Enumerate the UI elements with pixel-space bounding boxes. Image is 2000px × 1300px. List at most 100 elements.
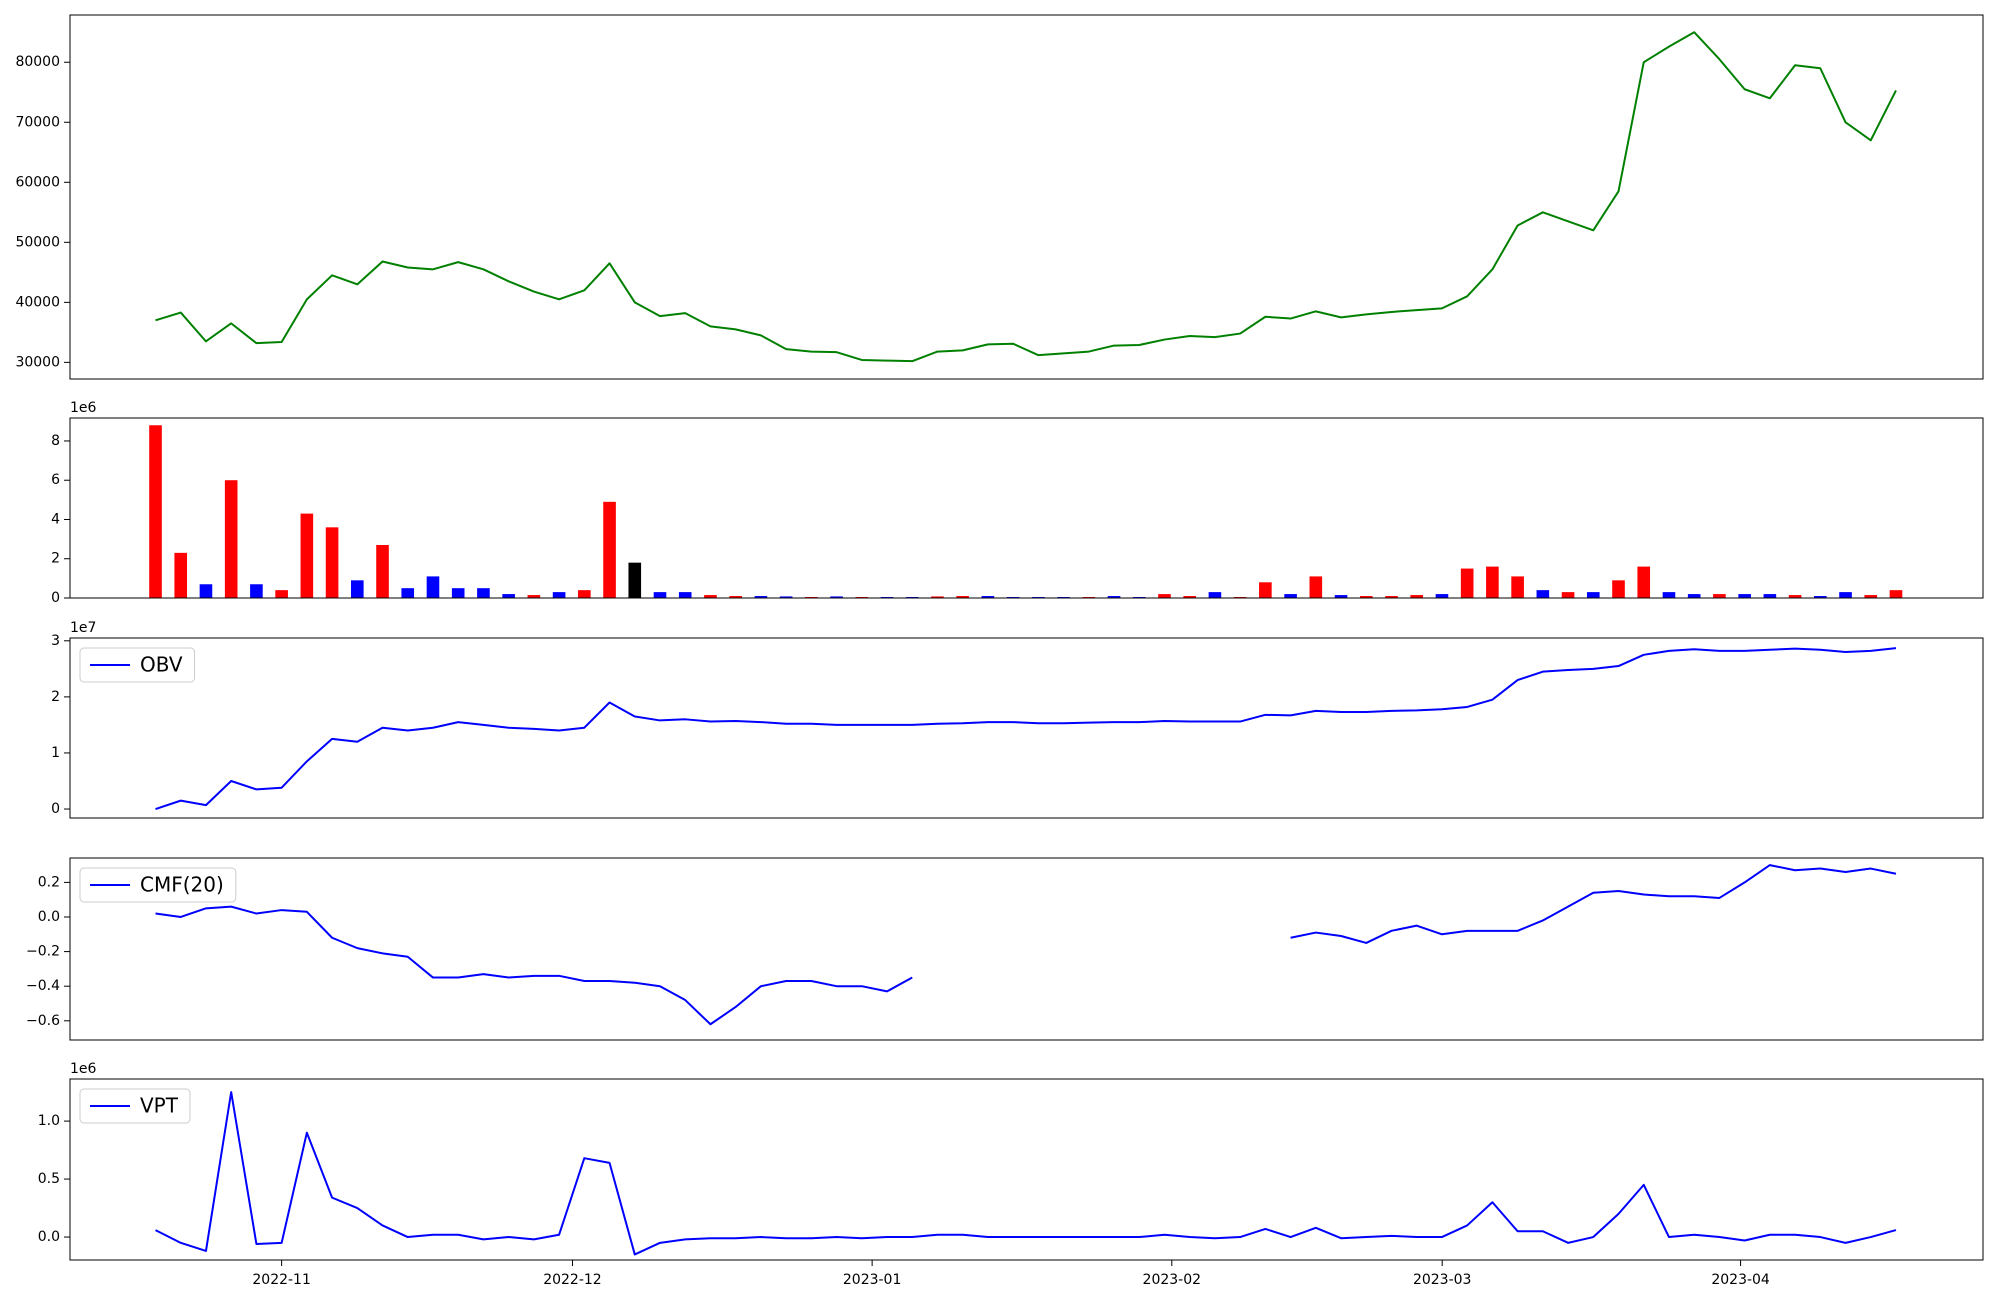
volume-bar xyxy=(1259,582,1272,598)
volume-bar xyxy=(779,596,793,598)
volume-bar xyxy=(350,580,364,598)
legend-label: OBV xyxy=(140,653,183,677)
volume-bar xyxy=(1738,594,1751,598)
offset-text: 1e6 xyxy=(70,1061,97,1077)
x-tick-label: 2023-02 xyxy=(1143,1272,1202,1288)
volume-bar xyxy=(325,527,339,598)
y-tick-label: 0 xyxy=(51,590,60,606)
volume-bar xyxy=(653,592,667,598)
volume-bar xyxy=(1687,594,1701,598)
volume-bar xyxy=(1839,592,1852,598)
legend-box xyxy=(79,647,196,683)
volume-bar xyxy=(401,588,415,598)
volume-bar xyxy=(1486,566,1499,598)
volume-bar xyxy=(502,594,515,598)
volume-bar xyxy=(1435,594,1449,598)
x-tick-label: 2023-03 xyxy=(1413,1272,1472,1288)
y-tick-label: −0.2 xyxy=(26,944,60,960)
series-line xyxy=(155,31,1897,363)
volume-bar xyxy=(1662,592,1676,598)
x-tick-label: 2022-11 xyxy=(252,1272,311,1288)
y-tick-label: 3 xyxy=(51,633,60,649)
volume-bar xyxy=(678,592,692,598)
volume-bar xyxy=(1385,596,1398,598)
volume-bar xyxy=(174,552,188,598)
y-tick-label: −0.4 xyxy=(26,978,60,994)
x-tick-label: 2023-01 xyxy=(843,1272,902,1288)
volume-bar xyxy=(1158,594,1171,598)
volume-bar xyxy=(149,425,162,598)
legend-label: CMF(20) xyxy=(140,873,224,897)
x-tick-label: 2022-12 xyxy=(543,1272,602,1288)
volume-bar xyxy=(300,513,314,598)
y-tick-label: 80000 xyxy=(15,54,60,70)
volume-bar xyxy=(1284,594,1297,598)
y-tick-label: 0.2 xyxy=(38,874,60,890)
volume-bar xyxy=(830,596,843,598)
legend-box xyxy=(79,1088,191,1124)
volume-bar xyxy=(754,596,768,598)
volume-bar xyxy=(1586,592,1600,598)
volume-bar xyxy=(931,596,944,598)
volume-bar xyxy=(1561,592,1575,598)
volume-bar xyxy=(1359,596,1373,598)
volume-bar xyxy=(704,595,717,598)
volume-bar xyxy=(1334,595,1348,598)
y-tick-label: 0.5 xyxy=(38,1171,60,1187)
volume-bar xyxy=(1309,576,1323,598)
y-tick-label: 2 xyxy=(51,689,60,705)
y-tick-label: 1.0 xyxy=(38,1113,60,1129)
volume-bar xyxy=(552,592,566,598)
legend-label: VPT xyxy=(140,1094,179,1118)
volume-bar xyxy=(477,588,490,598)
y-tick-label: 70000 xyxy=(15,114,60,130)
volume-bar xyxy=(275,590,288,598)
volume-bar xyxy=(956,596,969,598)
volume-bar xyxy=(1410,595,1424,598)
volume-bar xyxy=(603,501,616,598)
axes-frame xyxy=(69,857,1984,1041)
volume-bar xyxy=(1889,590,1903,598)
y-tick-label: 6 xyxy=(51,472,60,488)
volume-bar xyxy=(1788,595,1802,598)
axes-frame xyxy=(69,14,1984,380)
y-tick-label: 1 xyxy=(51,745,60,761)
axes-frame xyxy=(69,637,1984,819)
volume-bar xyxy=(1183,596,1197,598)
panel: 0.0 0.5 1.0 2022-11 2022-12 2023-01 2023-02 202… xyxy=(38,1061,1984,1288)
volume-bar xyxy=(1813,596,1827,598)
panel: 30000 40000 50000 60000 70000 80000 xyxy=(15,14,1984,380)
x-tick-label: 2023-04 xyxy=(1711,1272,1770,1288)
y-tick-label: 0.0 xyxy=(38,1229,60,1245)
panel: 0 1 2 3 1e7 OBV xyxy=(51,620,1984,819)
volume-bar xyxy=(1536,590,1550,598)
y-tick-label: 40000 xyxy=(15,294,60,310)
volume-bar xyxy=(1713,594,1726,598)
y-tick-label: 30000 xyxy=(15,354,60,370)
volume-bar xyxy=(250,584,263,598)
volume-bar xyxy=(628,562,642,598)
series-line xyxy=(155,647,1897,810)
volume-bar xyxy=(451,588,465,598)
volume-bar xyxy=(578,590,591,598)
volume-bar xyxy=(1763,594,1777,598)
y-tick-label: 2 xyxy=(51,551,60,567)
axes-frame xyxy=(69,417,1984,599)
volume-bar xyxy=(1612,580,1625,598)
y-tick-label: 4 xyxy=(51,511,60,527)
y-tick-label: −0.6 xyxy=(26,1013,60,1029)
volume-bar xyxy=(1208,592,1222,598)
volume-bar xyxy=(1511,576,1524,598)
volume-bar xyxy=(527,595,541,598)
volume-bar xyxy=(376,545,389,598)
volume-bar xyxy=(199,584,213,598)
volume-bar xyxy=(224,480,238,598)
panel: −0.6 −0.4 −0.2 0.0 0.2 CMF(20) xyxy=(26,857,1984,1041)
y-tick-label: 8 xyxy=(51,433,60,449)
legend-box xyxy=(79,867,237,903)
volume-bar xyxy=(1107,596,1121,598)
volume-bar xyxy=(1864,595,1878,598)
offset-text: 1e7 xyxy=(70,620,96,636)
